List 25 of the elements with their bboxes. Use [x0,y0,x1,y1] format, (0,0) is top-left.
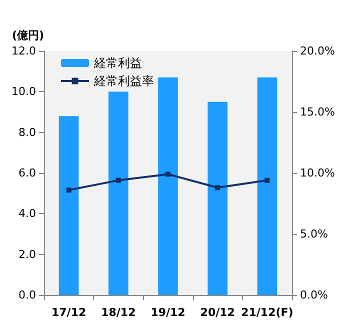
legend-label: 経常利益率 [93,74,154,88]
point [264,178,270,183]
x-tick-label: 20/12 [200,306,235,319]
point [215,185,220,190]
point [166,172,170,177]
y-tick-label: 8.0 [18,126,36,139]
x-tick-label: 19/12 [150,306,186,319]
legend-label: 経常利益 [93,56,142,70]
y2-tick-label: 10.0% [300,166,335,180]
x-tick-label: 17/12 [51,306,86,319]
point [116,178,121,183]
x-tick-label: 21/12(F) [241,306,294,319]
y2-tick-label: 0.0% [300,288,328,302]
y2-tick-label: 5.0% [300,228,328,240]
y-tick-label: 2.0 [18,248,36,261]
y2-tick-label: 20.0% [300,44,335,58]
y-tick-label: 6.0 [18,166,36,180]
y-tick-label: 4.0 [18,207,36,220]
y-tick-label: 10.0 [12,85,36,98]
y2-tick-label: 15.0% [300,106,335,118]
y-tick-label: 12.0 [12,44,36,58]
y-tick-label: 0.0 [18,288,36,302]
point [66,188,72,193]
y-axis-title: (億円) [12,29,44,42]
x-tick-label: 18/12 [101,306,136,319]
